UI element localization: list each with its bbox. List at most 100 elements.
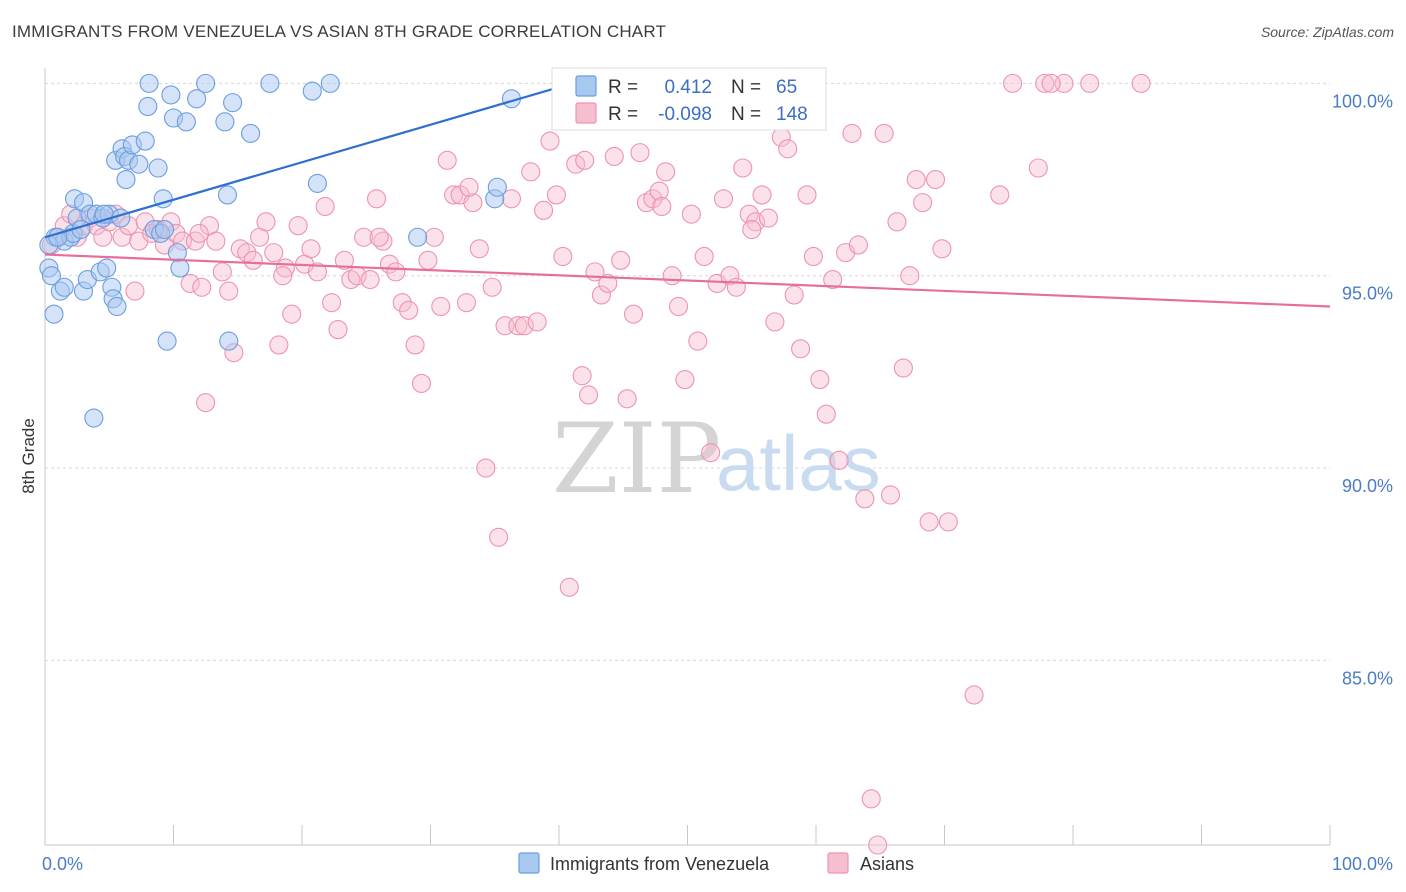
venezuela-point xyxy=(138,96,158,117)
asians-trend-line xyxy=(44,253,1331,308)
asians-point xyxy=(675,370,695,390)
asians-point xyxy=(334,250,354,270)
legend-background xyxy=(551,67,827,131)
venezuela-point xyxy=(44,304,64,324)
asians-point xyxy=(990,185,1010,205)
asians-point xyxy=(1041,73,1061,93)
asians-point xyxy=(868,835,888,855)
legend-n-label-1: N = xyxy=(731,77,761,98)
asians-point xyxy=(880,485,901,505)
asians-point xyxy=(527,312,547,332)
asians-point xyxy=(392,293,412,313)
asians-point xyxy=(784,285,804,305)
y-axis-title: 8th Grade xyxy=(19,418,38,494)
asians-point xyxy=(900,266,920,286)
legend-r-label-2: R = xyxy=(608,104,638,125)
asians-point xyxy=(360,270,380,290)
legend-swatch-pink xyxy=(575,102,597,124)
asians-point xyxy=(874,123,894,143)
venezuela-point xyxy=(129,154,149,174)
asians-point xyxy=(842,123,862,143)
asians-point xyxy=(540,131,560,151)
asians-point xyxy=(553,246,573,267)
asians-point xyxy=(656,162,676,182)
asians-point xyxy=(354,227,374,247)
asians-point xyxy=(752,185,772,205)
asians-point xyxy=(964,685,984,705)
asians-point xyxy=(180,273,200,293)
asians-point xyxy=(125,281,145,301)
asians-point xyxy=(1080,73,1100,93)
asians-point xyxy=(521,162,541,182)
venezuela-point xyxy=(215,112,235,132)
venezuela-point xyxy=(139,73,159,93)
asians-point xyxy=(688,331,708,351)
asians-point xyxy=(925,169,946,190)
trend-lines xyxy=(44,86,1331,308)
legend-n-value-2: 148 xyxy=(776,104,808,125)
legend-r-value-1: 0.412 xyxy=(664,77,712,98)
venezuela-point xyxy=(157,331,177,351)
asians-point xyxy=(424,227,444,247)
venezuela-point xyxy=(241,123,261,143)
asians-point xyxy=(932,239,952,259)
asians-point xyxy=(611,250,631,270)
asians-point xyxy=(534,200,554,220)
y-tick-label-0: 100.0% xyxy=(1332,91,1393,111)
asians-point xyxy=(797,185,817,205)
chart-source: Source: ZipAtlas.com xyxy=(1260,24,1394,40)
asians-point xyxy=(575,150,595,170)
asians-point xyxy=(546,185,566,205)
venezuela-point xyxy=(97,258,117,278)
venezuela-point xyxy=(187,89,207,109)
asians-point xyxy=(482,277,502,297)
asians-point xyxy=(301,239,321,259)
asians-point xyxy=(405,335,425,355)
asians-point xyxy=(264,243,284,263)
asians-point xyxy=(739,204,759,224)
asians-point xyxy=(514,316,534,336)
asians-point xyxy=(742,220,762,240)
venezuela-point xyxy=(170,258,190,278)
venezuela-point xyxy=(161,85,181,105)
asians-point xyxy=(366,189,387,209)
y-tick-labels: 100.0% 95.0% 90.0% 85.0% xyxy=(1332,91,1393,688)
asians-point xyxy=(431,296,451,317)
legend-n-value-1: 65 xyxy=(776,77,797,98)
asians-point xyxy=(649,181,669,201)
y-tick-label-1: 95.0% xyxy=(1342,284,1393,304)
asians-point xyxy=(758,208,779,228)
asians-point xyxy=(919,512,939,532)
asians-point xyxy=(243,250,263,270)
venezuela-point xyxy=(54,277,74,297)
asians-point xyxy=(720,266,740,286)
asians-point xyxy=(559,577,579,597)
asians-point xyxy=(623,304,644,324)
asians-point xyxy=(810,370,830,390)
asians-point xyxy=(212,262,232,282)
watermark-atlas: atlas xyxy=(716,419,881,507)
asians-point xyxy=(508,316,528,336)
asians-point xyxy=(861,789,881,809)
y-tick-label-2: 90.0% xyxy=(1342,476,1393,496)
asians-point xyxy=(617,389,637,409)
axes xyxy=(44,68,1330,846)
venezuela-point xyxy=(135,131,155,151)
asians-point xyxy=(411,373,432,393)
venezuela-point xyxy=(41,266,61,286)
asians-point xyxy=(315,196,335,217)
watermark: ZIP atlas xyxy=(552,403,881,515)
asians-point xyxy=(848,235,868,255)
venezuela-point xyxy=(223,93,243,113)
asians-point xyxy=(652,196,672,217)
asians-point xyxy=(803,246,823,267)
y-tick-label-3: 85.0% xyxy=(1342,668,1393,688)
venezuela-point xyxy=(307,173,327,193)
asians-point xyxy=(733,158,753,178)
legend-r-label-1: R = xyxy=(608,77,638,98)
venezuela-point xyxy=(408,227,428,247)
asians-point xyxy=(373,231,393,251)
asians-point xyxy=(694,246,714,267)
bottom-legend-swatch-venezuela xyxy=(518,852,540,874)
